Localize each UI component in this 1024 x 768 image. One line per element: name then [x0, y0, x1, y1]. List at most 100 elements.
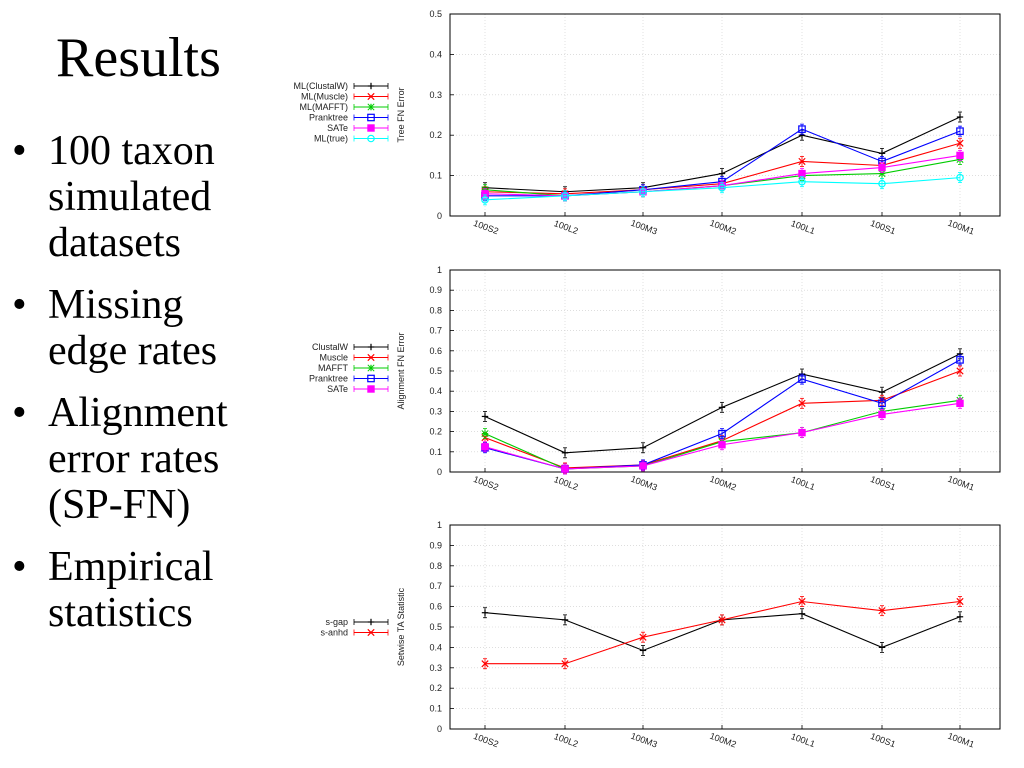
- y-tick-label: 0.9: [429, 540, 442, 550]
- legend-label: Muscle: [319, 353, 348, 363]
- bullet-item: • 100 taxon simulated datasets: [12, 128, 272, 266]
- y-tick-label: 0.4: [429, 642, 442, 652]
- legend-label: Pranktree: [309, 374, 348, 384]
- y-tick-label: 0: [437, 211, 442, 221]
- bullet-text: Alignment error rates (SP-FN): [48, 390, 228, 528]
- x-tick-label: 100M3: [629, 218, 658, 237]
- y-tick-label: 0.7: [429, 581, 442, 591]
- x-tick-label: 100M3: [629, 731, 658, 750]
- y-tick-label: 0.2: [429, 130, 442, 140]
- bullet-dot: •: [12, 282, 27, 328]
- point-marker: [878, 399, 886, 408]
- x-tick-label: 100L1: [790, 218, 817, 236]
- x-tick-label: 100M1: [946, 731, 975, 750]
- series-line: [484, 353, 961, 454]
- y-tick-label: 0.2: [429, 427, 442, 437]
- series: [481, 172, 964, 206]
- x-tick-label: 100S2: [472, 731, 500, 749]
- y-tick-label: 1: [437, 265, 442, 275]
- x-tick-label: 100M2: [708, 218, 737, 237]
- point-marker: [798, 125, 806, 133]
- x-tick-label: 100M1: [946, 474, 975, 493]
- bullet-text: 100 taxon simulated datasets: [48, 128, 215, 266]
- y-tick-label: 0.8: [429, 561, 442, 571]
- y-tick-label: 0.5: [429, 9, 442, 19]
- series-line: [484, 399, 961, 470]
- bullet-item: • Empirical statistics: [12, 544, 272, 636]
- point-marker: [367, 134, 375, 143]
- y-tick-label: 0.6: [429, 602, 442, 612]
- point-marker: [367, 353, 375, 362]
- point-marker: [956, 356, 964, 364]
- point-marker: [878, 410, 886, 419]
- series-line: [484, 402, 961, 470]
- point-marker: [367, 124, 375, 132]
- x-tick-label: 100S1: [869, 731, 897, 749]
- bullet-text: Missing edge rates: [48, 282, 218, 374]
- point-marker: [639, 187, 647, 196]
- x-tick-label: 100M1: [946, 218, 975, 237]
- y-tick-label: 0.5: [429, 366, 442, 376]
- point-marker: [561, 192, 569, 200]
- point-marker: [878, 179, 886, 188]
- point-marker: [718, 183, 726, 192]
- point-marker: [367, 374, 375, 383]
- y-tick-label: 0: [437, 467, 442, 477]
- y-tick-label: 0.1: [429, 171, 442, 181]
- point-marker: [481, 196, 489, 204]
- bullet-list: • 100 taxon simulated datasets • Missing e…: [12, 128, 272, 652]
- point-marker: [956, 399, 964, 408]
- point-marker: [718, 441, 726, 449]
- y-tick-label: 1: [437, 520, 442, 530]
- point-marker: [798, 375, 806, 383]
- point-marker: [367, 113, 375, 122]
- legend-label: ML(MAFFT): [300, 102, 349, 112]
- x-tick-label: 100S2: [472, 474, 500, 492]
- legend-label: ML(Muscle): [301, 92, 348, 102]
- x-tick-label: 100S1: [869, 218, 897, 236]
- y-tick-label: 0.8: [429, 305, 442, 315]
- legend-label: s-anhd: [320, 628, 348, 638]
- point-marker: [878, 163, 886, 172]
- point-marker: [639, 462, 647, 470]
- point-marker: [367, 92, 375, 101]
- y-axis-label: Setwise TA Statistic: [396, 587, 406, 666]
- chart-panel: 0 0.1 0.2 0.3 0.4 0.5 0.6 0.7 0.8 0.9 1 100S2 100L2 1…: [309, 265, 1001, 493]
- point-marker: [956, 367, 964, 375]
- x-tick-label: 100L2: [553, 218, 580, 236]
- y-tick-label: 0.4: [429, 386, 442, 396]
- legend-label: ClustalW: [312, 342, 349, 352]
- point-marker: [481, 443, 489, 451]
- y-tick-label: 0.5: [429, 622, 442, 632]
- plot-frame: [449, 524, 1001, 730]
- point-marker: [956, 139, 964, 147]
- point-marker: [956, 127, 964, 135]
- series: [481, 365, 964, 474]
- y-axis-label: Alignment FN Error: [396, 332, 406, 409]
- y-tick-label: 0.1: [429, 704, 442, 714]
- point-marker: [878, 170, 886, 178]
- bullet-dot: •: [12, 390, 27, 436]
- point-marker: [367, 385, 375, 393]
- legend-label: SATe: [327, 123, 348, 133]
- bullet-item: • Alignment error rates (SP-FN): [12, 390, 272, 528]
- bullet-text: Empirical statistics: [48, 544, 214, 636]
- x-tick-label: 100L1: [790, 474, 817, 492]
- legend-label: Pranktree: [309, 113, 348, 123]
- series: [481, 354, 964, 475]
- point-marker: [798, 169, 806, 178]
- point-marker: [367, 628, 375, 637]
- legend-label: ML(true): [314, 134, 348, 144]
- y-tick-label: 0.3: [429, 90, 442, 100]
- point-marker: [639, 633, 647, 641]
- y-axis-label: Tree FN Error: [396, 87, 406, 142]
- chart-panel: 0 0.1 0.2 0.3 0.4 0.5 0.6 0.7 0.8 0.9 1 100S2 100L2 1…: [320, 520, 1001, 750]
- point-marker: [718, 616, 726, 624]
- point-marker: [956, 151, 964, 160]
- y-tick-label: 0.7: [429, 326, 442, 336]
- x-tick-label: 100L2: [553, 731, 580, 749]
- point-marker: [798, 177, 806, 186]
- bullet-dot: •: [12, 128, 27, 174]
